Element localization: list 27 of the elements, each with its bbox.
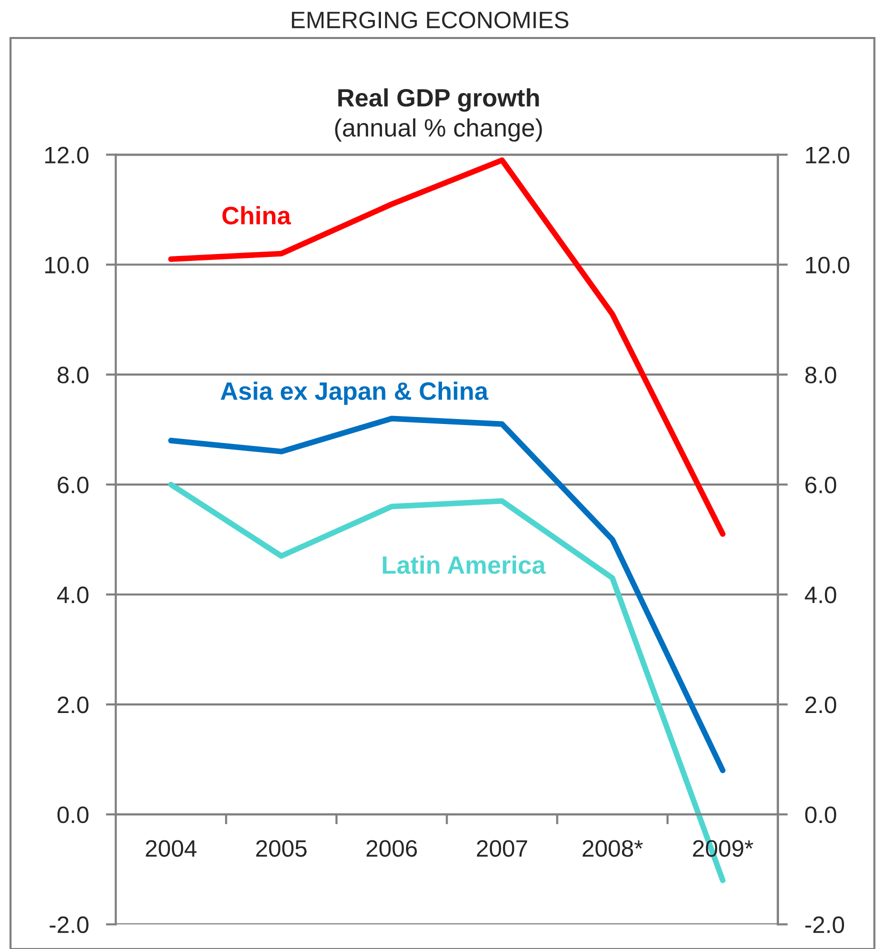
chart-subtitle: (annual % change)	[335, 118, 542, 142]
y2-tick-label: -2.0	[805, 916, 844, 934]
y2-tick-label: 0.0	[805, 806, 836, 824]
x-tick-label: 2005	[256, 840, 307, 857]
series-label: Asia ex Japan & China	[220, 382, 488, 405]
x-tick-label: 2006	[366, 840, 417, 857]
y2-tick-label: 10.0	[806, 256, 850, 274]
y2-tick-label: 8.0	[805, 366, 836, 384]
y-tick-label: 6.0	[58, 476, 88, 494]
y2-tick-label: 12.0	[806, 146, 850, 164]
chart-title: Real GDP growth	[338, 88, 539, 112]
x-tick-label: 2007	[476, 840, 528, 857]
y-tick-label: 2.0	[58, 696, 88, 714]
y-tick-label: 8.0	[58, 366, 88, 384]
series-label: Latin America	[382, 556, 546, 574]
y-tick-label: 4.0	[57, 586, 88, 604]
x-tick-label: 2008*	[582, 840, 643, 857]
x-tick-label: 2004	[146, 840, 197, 857]
series-label: China	[222, 206, 292, 225]
text: EMERGING ECONOMIES	[292, 12, 568, 28]
y2-tick-label: 4.0	[804, 586, 836, 604]
y-tick-label: -2.0	[50, 916, 88, 934]
y2-tick-label: 2.0	[805, 696, 836, 714]
y2-tick-label: 6.0	[805, 476, 836, 494]
y-tick-label: 0.0	[57, 806, 88, 824]
y-tick-label: 12.0	[45, 146, 88, 164]
y-tick-label: 10.0	[45, 256, 88, 274]
